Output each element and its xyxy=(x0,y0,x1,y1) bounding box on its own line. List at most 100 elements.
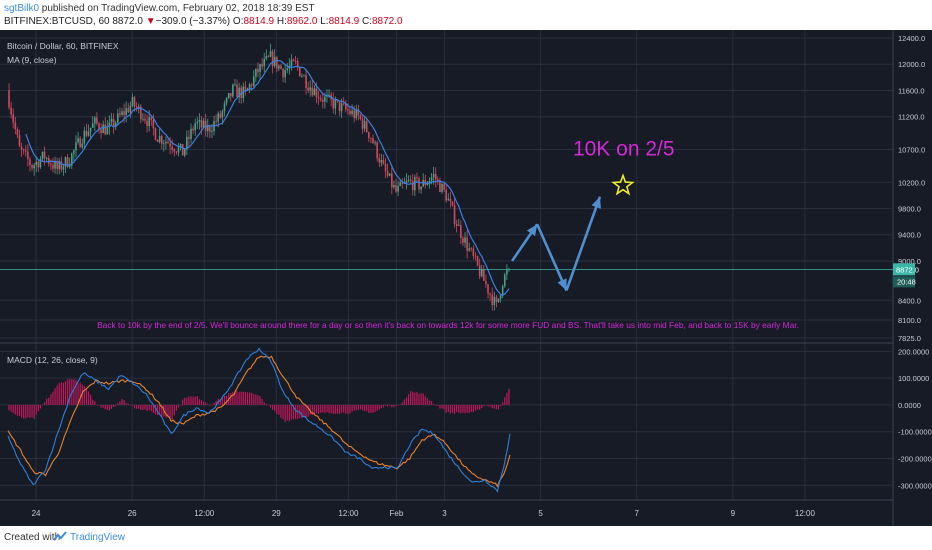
histogram-bar xyxy=(282,404,284,420)
histogram-bar xyxy=(259,396,261,405)
macd-axis[interactable]: 200.0000 100.0000 0.0000 -100.0000 -200.0000… xyxy=(898,347,932,490)
tradingview-logo-icon[interactable] xyxy=(53,530,67,544)
histogram-bar xyxy=(10,404,12,412)
histogram-bar xyxy=(336,404,339,414)
candle-body xyxy=(480,269,483,277)
candle-body xyxy=(96,117,98,124)
histogram-bar xyxy=(90,394,92,405)
candle-body xyxy=(45,158,48,159)
histogram-bar xyxy=(410,391,412,405)
histogram-bar xyxy=(175,404,177,411)
histogram-bar xyxy=(395,404,397,406)
time-tick-label: 3 xyxy=(442,509,447,518)
candle-body xyxy=(54,161,56,169)
histogram-bar xyxy=(156,404,159,415)
time-tick-label: 7 xyxy=(635,509,640,518)
candle-body xyxy=(33,165,35,169)
candle-body xyxy=(154,128,157,140)
histogram-bar xyxy=(102,404,104,408)
time-axis[interactable]: 24 26 12:00 29 12:00 Feb 3 5 7 9 12:00 xyxy=(32,509,816,518)
histogram-bar xyxy=(182,399,184,405)
histogram-bar xyxy=(322,404,324,413)
close-label: C: xyxy=(361,16,372,27)
histogram-bar xyxy=(44,402,46,405)
candle-body xyxy=(418,178,420,190)
candle-body xyxy=(142,118,144,120)
histogram-bar xyxy=(54,388,56,405)
histogram-bar xyxy=(274,404,276,412)
histogram-bar xyxy=(295,404,297,420)
idea-comment: Back to 10k by the end of 2/5. We'll bou… xyxy=(97,320,799,330)
candle-body xyxy=(140,106,142,120)
candle-body xyxy=(493,296,496,306)
histogram-bar xyxy=(92,399,94,405)
price-axis[interactable]: 12400.0 12000.0 11600.0 11200.0 10700.0 10200… xyxy=(898,34,925,343)
candle-body xyxy=(416,177,418,179)
candle-body xyxy=(73,150,75,154)
histogram-bar xyxy=(353,404,355,411)
histogram-bar xyxy=(451,404,454,413)
histogram-bar xyxy=(16,404,19,416)
histogram-bar xyxy=(347,404,349,415)
chart-canvas[interactable]: 10K on 2/5 Back to 10k by the end of 2/5… xyxy=(0,30,932,526)
down-arrow-icon: ▼ xyxy=(145,16,156,27)
arrowhead-icon xyxy=(591,196,601,209)
candle-body xyxy=(98,123,100,130)
histogram-bar xyxy=(456,404,458,413)
histogram-bar xyxy=(100,404,102,408)
histogram-bar xyxy=(69,378,71,405)
candle-body xyxy=(173,149,176,152)
histogram-bar xyxy=(286,404,288,421)
histogram-bar xyxy=(435,404,437,406)
histogram-bar xyxy=(198,399,200,405)
symbol-title: Bitcoin / Dollar, 60, BITFINEX xyxy=(7,41,119,51)
candle-body xyxy=(432,173,435,178)
candle-body xyxy=(338,101,341,112)
time-tick-label: 26 xyxy=(128,509,137,518)
candle-body xyxy=(181,143,184,156)
published-text: published on TradingView.com, February 0… xyxy=(41,3,315,14)
histogram-bar xyxy=(152,404,154,413)
candle-body xyxy=(441,183,443,192)
histogram-bar xyxy=(205,402,207,405)
histogram-bar xyxy=(154,404,157,415)
candle-body xyxy=(60,161,63,170)
price-tick-label: 8100.0 xyxy=(898,316,921,325)
candle-body xyxy=(91,123,94,128)
publish-info: sgtBilk0 published on TradingView.com, F… xyxy=(4,3,315,14)
candle-body xyxy=(393,185,395,188)
author-link[interactable]: sgtBilk0 xyxy=(4,3,40,14)
histogram-bar xyxy=(33,404,35,419)
candle-body xyxy=(313,88,316,96)
price-tick-label: 8400.0 xyxy=(898,296,921,305)
histogram-bar xyxy=(221,396,223,405)
histogram-bar xyxy=(211,404,213,406)
projection-segment xyxy=(565,196,602,291)
chart-area[interactable]: 10K on 2/5 Back to 10k by the end of 2/5… xyxy=(0,30,932,526)
candle-body xyxy=(252,76,255,86)
histogram-bar xyxy=(447,404,449,413)
candle-body xyxy=(342,103,345,105)
candle-body xyxy=(468,248,471,251)
candle-body xyxy=(79,138,81,148)
projection-arrows xyxy=(511,196,602,291)
candle-body xyxy=(14,122,17,130)
candle-body xyxy=(474,255,477,257)
candle-body xyxy=(395,185,397,192)
histogram-bar xyxy=(196,395,198,405)
macd-tick-label: 0.0000 xyxy=(898,401,921,410)
candle-body xyxy=(321,99,324,102)
candle-body xyxy=(112,118,115,127)
price-tick-label: 11200.0 xyxy=(898,113,925,122)
histogram-bar xyxy=(376,404,378,411)
candle-body xyxy=(284,70,286,78)
candle-body xyxy=(41,151,44,160)
histogram-bar xyxy=(343,404,345,413)
histogram-bar xyxy=(29,404,31,418)
candle-body xyxy=(232,84,234,97)
histogram-bar xyxy=(225,395,228,405)
histogram-bar xyxy=(121,398,123,405)
histogram-bar xyxy=(453,404,456,414)
histogram-bar xyxy=(87,391,90,405)
tradingview-brand[interactable]: TradingView xyxy=(70,532,126,543)
